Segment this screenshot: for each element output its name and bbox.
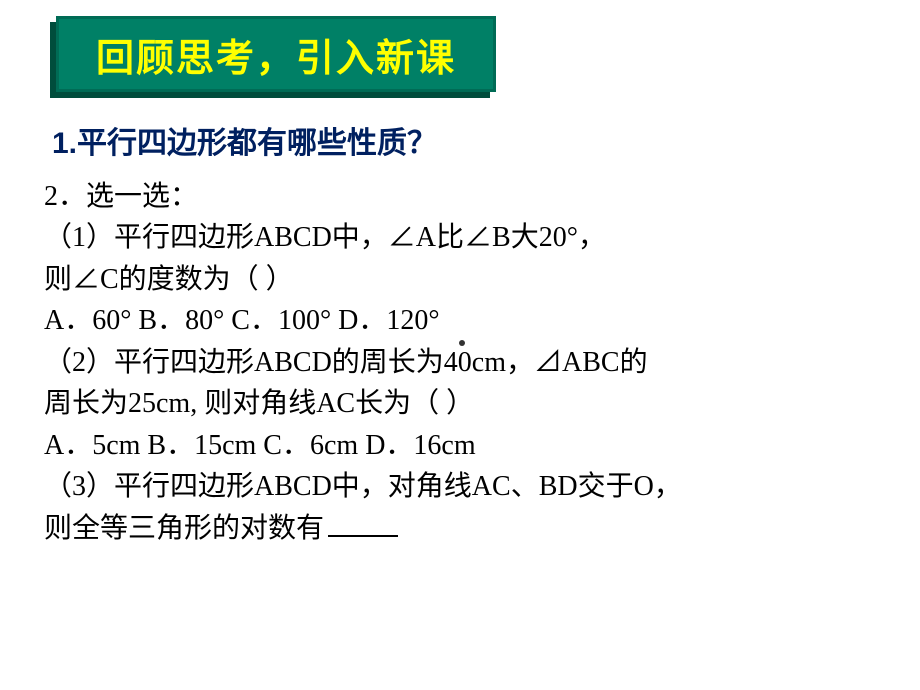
body-line-4: （2）平行四边形ABCD的周长为40cm，⊿ABC的 xyxy=(44,342,894,383)
body-line-6: A．5cm B．15cm C．6cm D．16cm xyxy=(44,425,894,466)
question-1: 1.平行四边形都有哪些性质？ xyxy=(52,118,437,162)
body-line-8: 则全等三角形的对数有 xyxy=(44,508,894,549)
body-line-8-prefix: 则全等三角形的对数有 xyxy=(44,513,324,544)
body-line-1: （1）平行四边形ABCD中，∠A比∠B大20°， xyxy=(44,217,894,258)
body-line-7: （3）平行四边形ABCD中，对角线AC、BD交于O， xyxy=(44,466,894,507)
body-line-2: 则∠C的度数为（ ） xyxy=(44,259,894,300)
fill-blank xyxy=(328,509,398,537)
body-line-3: A．60° B．80° C．100° D．120° xyxy=(44,300,894,341)
body-line-0: 2．选一选： xyxy=(44,176,894,217)
slide: 回顾思考，引入新课 1.平行四边形都有哪些性质？ 2．选一选： （1）平行四边形… xyxy=(0,0,920,690)
title-box: 回顾思考，引入新课 xyxy=(56,16,496,92)
body-text: 2．选一选： （1）平行四边形ABCD中，∠A比∠B大20°， 则∠C的度数为（… xyxy=(44,176,894,549)
slide-title: 回顾思考，引入新课 xyxy=(96,27,456,82)
body-line-5: 周长为25cm, 则对角线AC长为（ ） xyxy=(44,383,894,424)
center-dot-icon xyxy=(459,340,465,346)
